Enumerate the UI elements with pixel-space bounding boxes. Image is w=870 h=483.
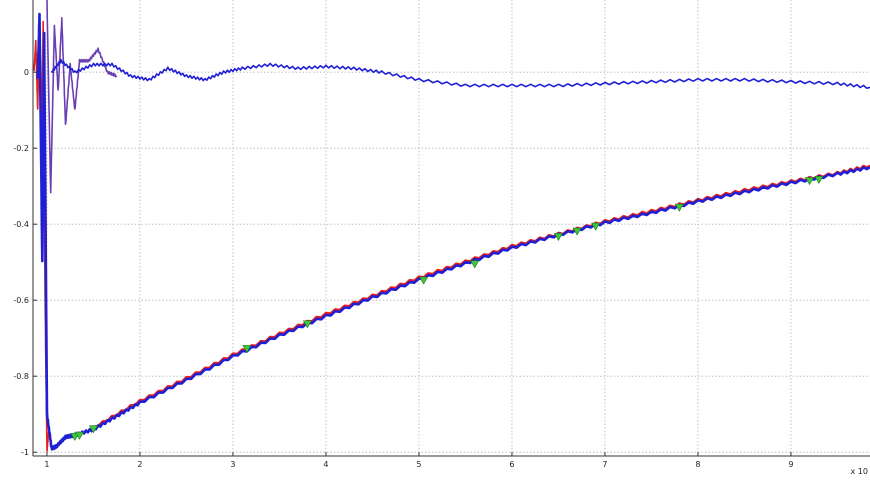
y-tick-label: -0.6 bbox=[13, 296, 29, 305]
x-axis-exponent-label: x 10 bbox=[851, 467, 868, 476]
x-tick-label: 7 bbox=[602, 460, 607, 469]
y-tick-label: -0.4 bbox=[13, 220, 29, 229]
x-tick-label: 9 bbox=[788, 460, 793, 469]
x-tick-label: 2 bbox=[137, 460, 142, 469]
x-tick-label: 4 bbox=[323, 460, 328, 469]
x-tick-label: 1 bbox=[44, 460, 49, 469]
y-tick-label: -0.8 bbox=[13, 372, 29, 381]
x-tick-label: 8 bbox=[695, 460, 700, 469]
x-tick-label: 6 bbox=[509, 460, 514, 469]
y-tick-label: -1 bbox=[21, 448, 29, 457]
x-tick-label: 5 bbox=[416, 460, 421, 469]
y-tick-label: -0.2 bbox=[13, 144, 29, 153]
x-tick-label: 3 bbox=[230, 460, 235, 469]
y-tick-label: 0 bbox=[24, 68, 29, 77]
